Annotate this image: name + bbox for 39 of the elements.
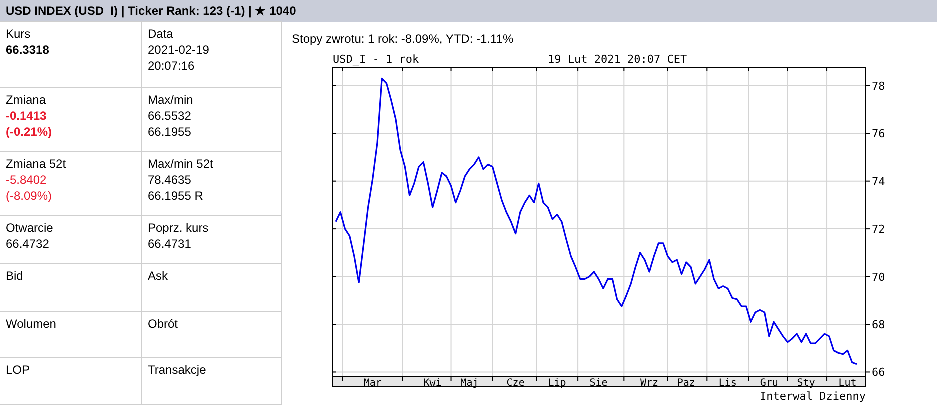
text: Otwarcie 66.4732 — [6, 221, 54, 251]
x-tick-label: Mar — [364, 378, 382, 389]
y-tick-label: 68 — [872, 318, 886, 332]
text: Data 2021-02-19 20:07:16 — [148, 27, 210, 73]
text: Zmiana -0.1413 (-0.21%) — [6, 93, 52, 139]
text: Transakcje — [148, 363, 207, 377]
text: Stopy zwrotu: 1 rok: -8.09%, YTD: -1.11% — [292, 32, 514, 46]
chart-title: USD_I - 1 rok — [333, 53, 420, 66]
x-tick-label: Wrz — [640, 378, 659, 389]
x-tick-label: Lip — [548, 378, 566, 389]
chart-subtitle: 19 Lut 2021 20:07 CET — [548, 53, 688, 66]
text: USD INDEX (USD_I) | Ticker Rank: 123 (-1) | ★ 1040 — [6, 4, 297, 18]
text: LOP — [6, 363, 30, 377]
x-tick-label: Lis — [718, 378, 737, 389]
x-tick-label: Maj — [460, 378, 479, 389]
text: Wolumen — [6, 317, 56, 331]
y-tick-label: 74 — [872, 175, 886, 188]
text: Ask — [148, 269, 170, 283]
x-tick-label: Kwi — [424, 378, 442, 389]
y-tick-label: 70 — [872, 270, 886, 284]
text: Interwal Dzienny — [760, 390, 866, 403]
text: Obrót — [148, 317, 179, 331]
x-tick-label: Gru — [760, 378, 778, 389]
text: Max/min 52t 78.4635 66.1955 R — [148, 157, 214, 203]
x-tick-label: Sty — [797, 378, 816, 389]
x-tick-label: Paz — [677, 378, 696, 389]
y-tick-label: 76 — [872, 128, 886, 141]
text: Zmiana 52t -5.8402 (-8.09%) — [6, 157, 67, 203]
text: Kurs 66.3318 — [6, 27, 50, 57]
y-tick-label: 66 — [872, 366, 886, 380]
y-tick-label: 72 — [872, 223, 886, 236]
text: Max/min 66.5532 66.1955 — [148, 93, 194, 139]
line-series — [335, 78, 858, 366]
x-tick-label: Lut — [838, 378, 857, 389]
x-tick-label: Sie — [590, 378, 608, 389]
x-tick-label: Cze — [506, 378, 525, 389]
text: Bid — [6, 269, 24, 283]
y-tick-label: 78 — [872, 80, 886, 93]
text: Poprz. kurs 66.4731 — [148, 221, 209, 251]
